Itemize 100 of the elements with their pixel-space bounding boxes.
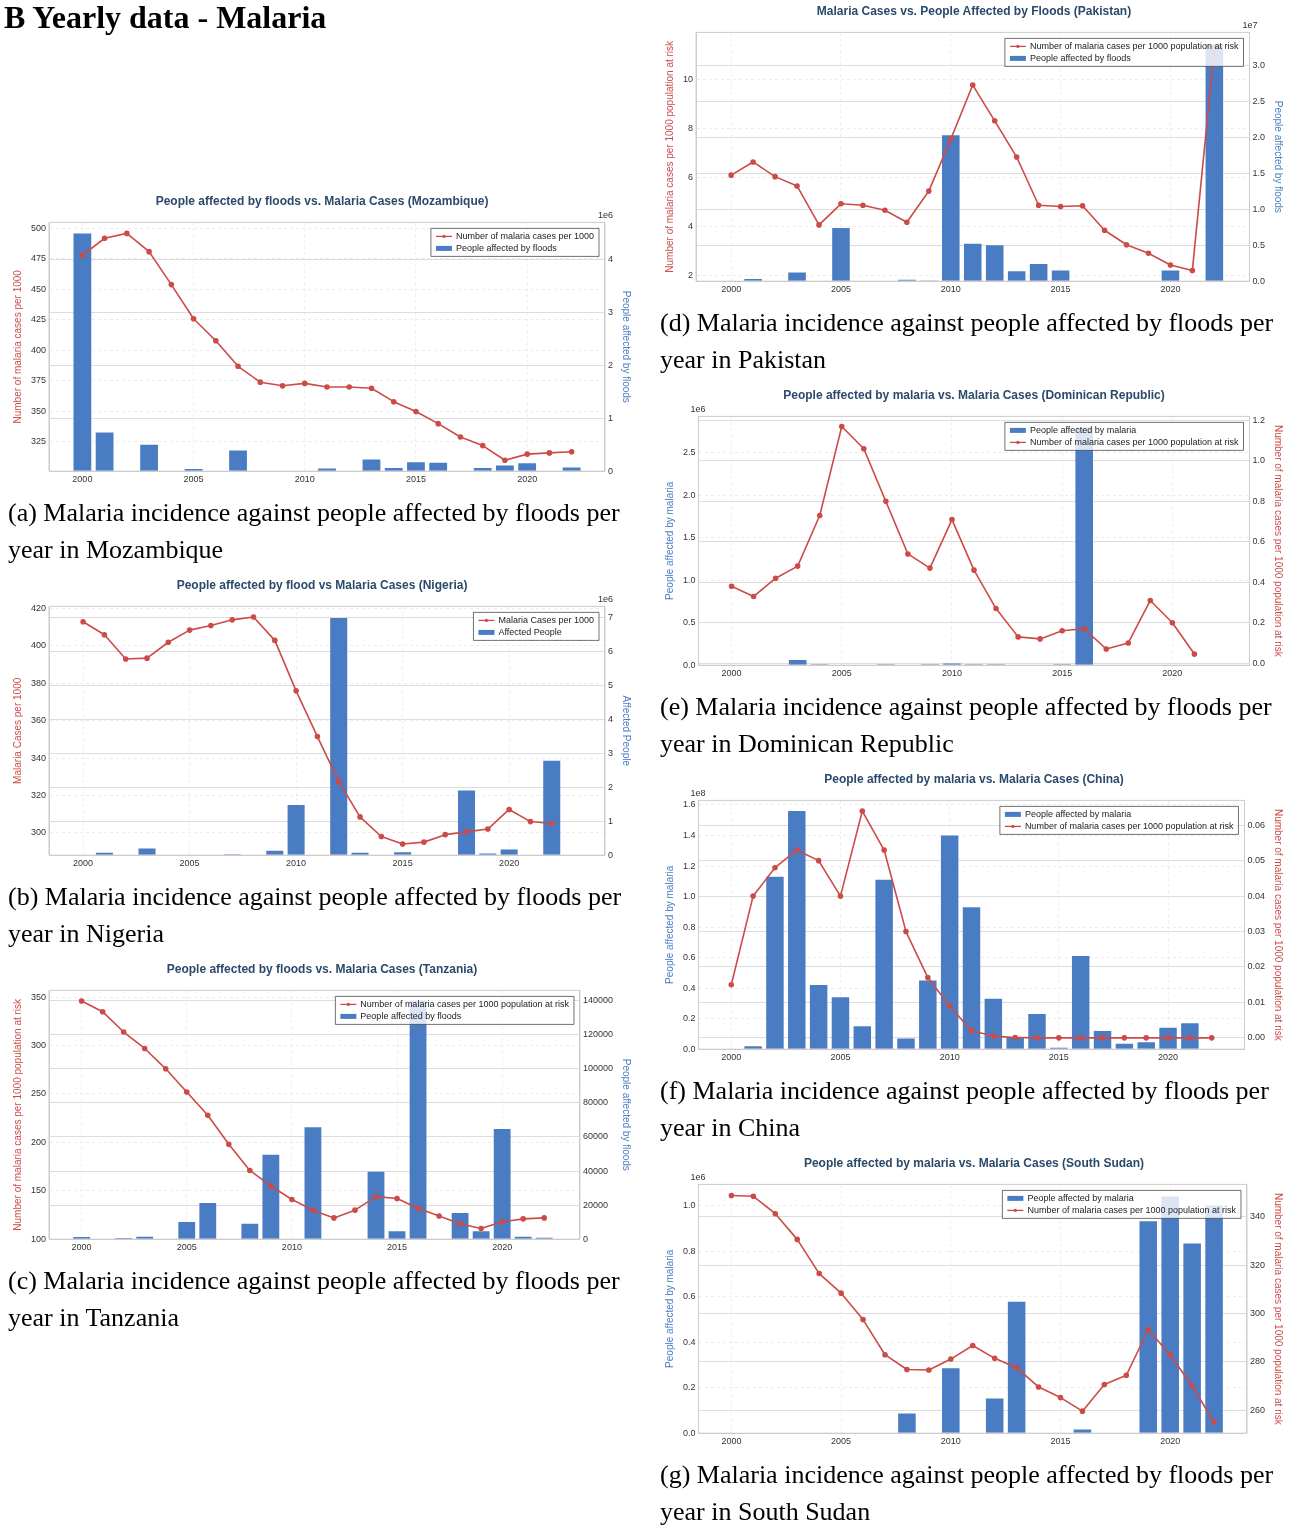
y2-tick-label: 6	[607, 646, 614, 657]
y2-tick-label: 5	[607, 680, 614, 691]
y-tick-label: 1.4	[683, 829, 696, 840]
y2-tick-label: 4	[607, 714, 614, 725]
x-tick-label: 2015	[1050, 284, 1071, 295]
y2-tick-label: 40000	[582, 1165, 608, 1176]
y2-tick-label: 0.00	[1247, 1032, 1266, 1043]
y-tick-label: 2.0	[683, 489, 696, 500]
y-tick-label: 1.0	[683, 891, 696, 902]
y2-tick-label: 4	[607, 253, 614, 264]
text: (a) Malaria incidence against people affected by floods per year in Mozambique	[8, 497, 621, 566]
y-tick-label: 250	[30, 1088, 47, 1099]
x-tick-label: 2005	[830, 284, 851, 295]
y2-tick-label: 1.2	[1252, 414, 1265, 425]
y-tick-label: 0.4	[683, 982, 696, 993]
chart-title: People affected by flood vs Malaria Cases (Nigeria)	[176, 577, 468, 592]
y-tick-label: 1.0	[683, 1200, 696, 1211]
y-tick-label: 1.0	[683, 574, 696, 585]
text: 1e6	[690, 404, 706, 415]
x-tick-label: 2015	[392, 858, 413, 869]
y2-axis-title: Affected People	[621, 695, 633, 767]
legend-label: People affected by floods	[455, 242, 558, 253]
y2-axis-title: Number of malaria cases per 1000 population at risk	[1273, 808, 1285, 1042]
y2-tick-label: 0.04	[1247, 890, 1266, 901]
x-tick-label: 2020	[517, 474, 538, 485]
y-tick-label: 425	[30, 314, 47, 325]
y2-tick-label: 0	[582, 1233, 588, 1244]
y2-tick-label: 260	[1249, 1404, 1266, 1415]
x-tick-label: 2010	[939, 1052, 960, 1063]
x-tick-label: 2005	[831, 668, 852, 679]
text: 1e6	[597, 594, 613, 605]
x-tick-label: 2010	[940, 284, 961, 295]
x-tick-label: 2000	[721, 1052, 742, 1063]
y-tick-label: 420	[30, 603, 47, 614]
y2-tick-label: 320	[1249, 1259, 1266, 1270]
text: 1e6	[597, 210, 613, 221]
y2-tick-label: 80000	[582, 1097, 608, 1108]
y-tick-label: 380	[30, 677, 47, 688]
y-axis-title: Number of malaria cases per 1000	[11, 269, 23, 424]
y-tick-label: 350	[30, 405, 47, 416]
x-tick-label: 2000	[72, 474, 93, 485]
y2-tick-label: 0.03	[1247, 926, 1266, 937]
y-tick-label: 0.5	[683, 617, 696, 628]
y2-tick-label: 0.05	[1247, 855, 1266, 866]
legend-label: Number of malaria cases per 1000 population at risk	[1027, 1204, 1237, 1215]
legend-label: Number of malaria cases per 1000 population at risk	[1029, 436, 1239, 447]
chart-title: People affected by floods vs. Malaria Cases (Mozambique)	[155, 193, 489, 208]
legend-label: People affected by floods	[1029, 52, 1132, 63]
y2-tick-label: 120000	[582, 1029, 614, 1040]
y-tick-label: 350	[30, 991, 47, 1002]
legend-label: People affected by malaria	[1029, 424, 1137, 435]
y2-tick-label: 140000	[582, 995, 614, 1006]
y2-tick-label: 280	[1249, 1356, 1266, 1367]
x-tick-label: 2010	[281, 1242, 302, 1253]
x-tick-label: 2020	[499, 858, 520, 869]
y-tick-label: 0.8	[683, 921, 696, 932]
y-tick-label: 0.2	[683, 1382, 696, 1393]
x-tick-label: 2005	[830, 1052, 851, 1063]
y2-tick-label: 0	[607, 849, 614, 860]
y2-tick-label: 0.0	[1252, 657, 1265, 668]
x-tick-label: 2005	[179, 858, 200, 869]
y2-tick-label: 3	[607, 306, 614, 317]
x-tick-label: 2005	[183, 474, 204, 485]
y2-tick-label: 0.01	[1247, 996, 1266, 1007]
y2-tick-label: 2	[607, 781, 614, 792]
y2-axis-title: Number of malaria cases per 1000 population at risk	[1273, 424, 1285, 658]
chart-title: People affected by floods vs. Malaria Cases (Tanzania)	[166, 961, 478, 976]
y-tick-label: 360	[30, 715, 47, 726]
y2-tick-label: 7	[607, 612, 614, 623]
legend-label: Number of malaria cases per 1000	[455, 230, 595, 241]
y2-tick-label: 0.6	[1252, 536, 1265, 547]
y-tick-label: 0.0	[683, 1043, 696, 1054]
text: (d) Malaria incidence against people affected by floods per year in Pakistan	[660, 307, 1275, 376]
y-tick-label: 1.2	[683, 860, 696, 871]
legend-label: Number of malaria cases per 1000 population at risk	[1024, 820, 1234, 831]
y-tick-label: 400	[30, 640, 47, 651]
y-tick-label: 100	[30, 1233, 47, 1244]
chart-title: People affected by malaria vs. Malaria Cases (Dominican Republic)	[783, 387, 1165, 402]
x-tick-label: 2020	[492, 1242, 513, 1253]
y2-axis-title: People affected by floods	[1273, 100, 1285, 213]
text: (c) Malaria incidence against people affected by floods per year in Tanzania	[8, 1265, 621, 1334]
x-tick-label: 2000	[721, 1436, 742, 1447]
x-tick-label: 2015	[1052, 668, 1073, 679]
x-tick-label: 2010	[941, 668, 962, 679]
text: (e) Malaria incidence against people affected by floods per year in Dominican Republic	[660, 691, 1273, 760]
y2-tick-label: 3	[607, 747, 614, 758]
y2-tick-label: 1.0	[1252, 203, 1265, 214]
text: (b) Malaria incidence against people affected by floods per year in Nigeria	[8, 881, 623, 950]
y-axis-title: Number of malaria cases per 1000 population at risk	[663, 39, 675, 273]
y2-tick-label: 300	[1249, 1308, 1266, 1319]
y2-tick-label: 1	[607, 815, 614, 826]
x-tick-label: 2010	[940, 1436, 961, 1447]
chart-title: Malaria Cases vs. People Affected by Floods (Pakistan)	[816, 3, 1132, 18]
y-tick-label: 6	[688, 172, 694, 183]
y2-tick-label: 0.2	[1252, 617, 1265, 628]
legend-label: Malaria Cases per 1000	[498, 614, 595, 625]
x-tick-label: 2015	[1050, 1436, 1071, 1447]
text: B Yearly data - Malaria	[4, 0, 328, 35]
y2-tick-label: 20000	[582, 1199, 608, 1210]
legend-label: Number of malaria cases per 1000 population at risk	[360, 998, 570, 1009]
